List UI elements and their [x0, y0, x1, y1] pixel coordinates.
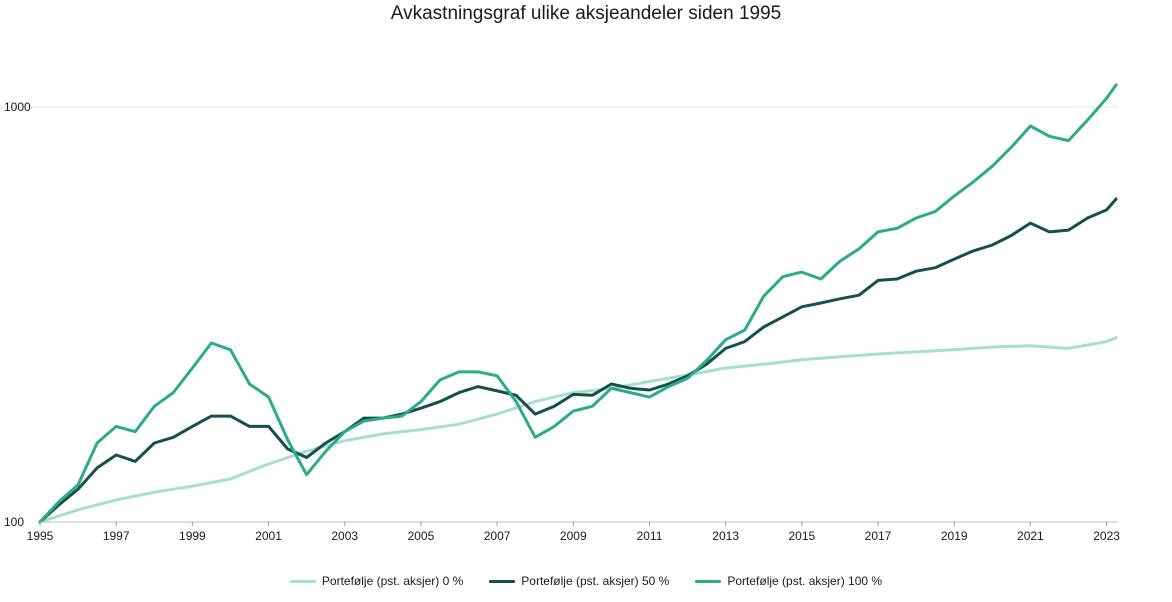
- x-tick-label: 2001: [255, 529, 282, 543]
- legend-label: Portefølje (pst. aksjer) 100 %: [727, 574, 883, 588]
- chart-title: Avkastningsgraf ulike aksjeandeler siden…: [390, 3, 782, 24]
- legend-swatch: [489, 579, 516, 583]
- x-tick-label: 2023: [1093, 529, 1120, 543]
- legend-label: Portefølje (pst. aksjer) 50 %: [521, 574, 670, 588]
- x-tick-label: 2013: [712, 529, 739, 543]
- x-tick-label: 1999: [179, 529, 206, 543]
- x-tick-label: 2017: [865, 529, 892, 543]
- x-tick-label: 2007: [484, 529, 511, 543]
- legend: Portefølje (pst. aksjer) 0 % Portefølje (…: [0, 574, 1172, 588]
- x-tick-label: 2019: [941, 529, 968, 543]
- x-tick-label: 2003: [331, 529, 358, 543]
- legend-label: Portefølje (pst. aksjer) 0 %: [321, 574, 464, 588]
- y-tick-label: 100: [4, 515, 24, 529]
- legend-swatch: [289, 579, 316, 583]
- x-tick-label: 2015: [788, 529, 815, 543]
- legend-item-1: Portefølje (pst. aksjer) 50 %: [489, 574, 669, 588]
- legend-item-0: Portefølje (pst. aksjer) 0 %: [289, 574, 464, 588]
- y-tick-label: 1000: [4, 100, 31, 114]
- y-axis-ticks: 100 1000: [4, 100, 31, 529]
- x-tick-label: 1997: [103, 529, 130, 543]
- series-line-1: [38, 197, 1118, 524]
- x-tick-label: 2009: [560, 529, 587, 543]
- series-lines: [38, 83, 1118, 524]
- legend-item-2: Portefølje (pst. aksjer) 100 %: [695, 574, 882, 588]
- x-tick-label: 2011: [637, 529, 663, 543]
- x-tick-label: 1995: [27, 529, 54, 543]
- x-tick-label: 2021: [1017, 529, 1044, 543]
- series-line-2: [38, 83, 1118, 524]
- x-axis-ticks: 1995 1997 1999 2001 2003 2005 2007 2009 2011 2013…: [27, 522, 1120, 543]
- series-line-0: [38, 336, 1118, 524]
- x-tick-label: 2005: [408, 529, 435, 543]
- legend-swatch: [695, 579, 722, 583]
